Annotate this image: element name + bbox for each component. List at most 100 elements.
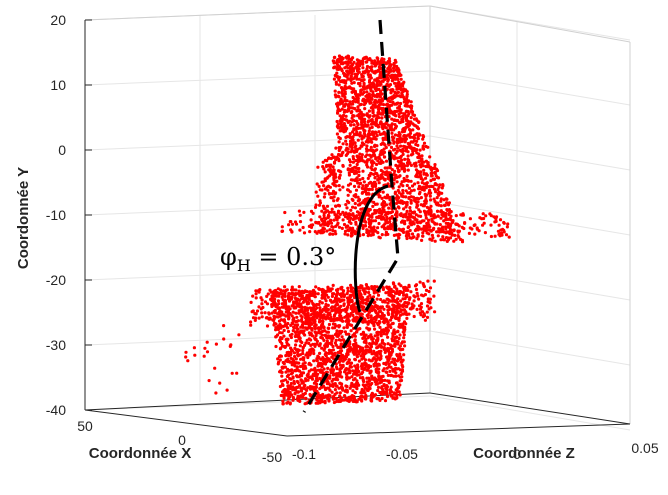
data-point xyxy=(375,95,379,99)
data-point xyxy=(414,213,418,217)
data-point xyxy=(396,77,400,81)
data-point xyxy=(376,107,381,111)
data-point xyxy=(388,211,392,215)
data-point xyxy=(407,158,411,162)
data-point xyxy=(327,357,331,361)
data-point xyxy=(387,171,391,175)
data-point xyxy=(337,204,342,208)
data-point xyxy=(284,354,288,358)
data-point xyxy=(381,176,385,180)
data-point xyxy=(389,318,393,322)
data-point xyxy=(323,333,327,337)
data-point xyxy=(387,312,391,317)
data-point xyxy=(402,230,406,234)
data-point xyxy=(368,346,372,350)
data-point xyxy=(337,90,341,94)
data-point xyxy=(317,287,322,291)
data-point xyxy=(396,386,401,390)
data-point xyxy=(347,57,351,61)
data-point xyxy=(361,233,365,237)
data-point xyxy=(373,184,378,188)
data-point xyxy=(484,214,488,218)
data-point xyxy=(473,232,477,236)
data-point xyxy=(352,295,356,300)
data-point xyxy=(355,379,359,383)
data-point xyxy=(318,309,322,313)
data-point xyxy=(375,297,379,301)
data-point xyxy=(439,199,443,203)
data-point xyxy=(396,330,400,334)
data-point xyxy=(408,191,412,195)
data-point xyxy=(282,299,286,303)
data-point xyxy=(416,143,420,147)
data-point xyxy=(373,149,377,153)
data-point xyxy=(362,120,367,124)
data-point xyxy=(361,79,365,83)
data-point xyxy=(334,331,339,336)
data-point xyxy=(338,363,343,367)
data-point xyxy=(352,119,356,123)
data-point xyxy=(316,292,320,296)
data-point xyxy=(394,316,398,320)
data-point xyxy=(420,158,424,162)
data-point xyxy=(396,342,400,346)
data-point xyxy=(361,176,365,181)
data-point xyxy=(363,124,367,128)
data-point xyxy=(395,86,399,90)
data-point xyxy=(381,109,385,113)
data-point xyxy=(354,100,358,104)
data-point xyxy=(426,279,430,283)
data-point xyxy=(417,297,421,301)
grid-line-left xyxy=(84,70,431,86)
data-point xyxy=(254,289,258,293)
data-point xyxy=(370,335,374,339)
data-point xyxy=(374,309,378,313)
data-point xyxy=(454,237,458,241)
data-point xyxy=(389,365,393,369)
data-point xyxy=(332,400,336,405)
data-point xyxy=(298,220,303,224)
data-point xyxy=(367,69,371,74)
data-point xyxy=(213,366,217,370)
data-point xyxy=(392,328,396,332)
data-point xyxy=(304,377,308,381)
data-point xyxy=(421,185,425,189)
data-point xyxy=(372,200,376,204)
data-point xyxy=(310,328,314,332)
data-point xyxy=(388,126,392,130)
data-point xyxy=(397,160,402,164)
data-point xyxy=(286,326,290,330)
data-point xyxy=(339,98,343,102)
data-point xyxy=(407,212,412,216)
data-point xyxy=(301,300,305,304)
data-point xyxy=(460,225,464,229)
data-point xyxy=(361,66,365,70)
data-point xyxy=(363,70,367,74)
data-point xyxy=(402,333,406,337)
data-point xyxy=(403,140,407,144)
data-point xyxy=(287,317,291,321)
data-point xyxy=(281,399,285,403)
data-point xyxy=(298,228,302,232)
data-point xyxy=(373,154,377,158)
data-point xyxy=(320,397,324,401)
data-point xyxy=(300,289,304,293)
data-point xyxy=(387,70,391,74)
data-point xyxy=(374,367,378,372)
data-point xyxy=(333,326,337,330)
data-point xyxy=(440,191,444,195)
data-point xyxy=(341,163,345,168)
data-point xyxy=(313,344,317,348)
data-point xyxy=(372,135,376,139)
data-point xyxy=(390,315,394,319)
data-point xyxy=(398,368,403,372)
data-point xyxy=(267,311,271,315)
data-point xyxy=(463,221,467,225)
data-point xyxy=(418,280,422,284)
data-point xyxy=(375,339,379,343)
data-point xyxy=(371,148,375,152)
data-point xyxy=(378,95,382,99)
data-point xyxy=(260,298,264,302)
data-point xyxy=(376,388,380,393)
data-point xyxy=(380,396,384,401)
